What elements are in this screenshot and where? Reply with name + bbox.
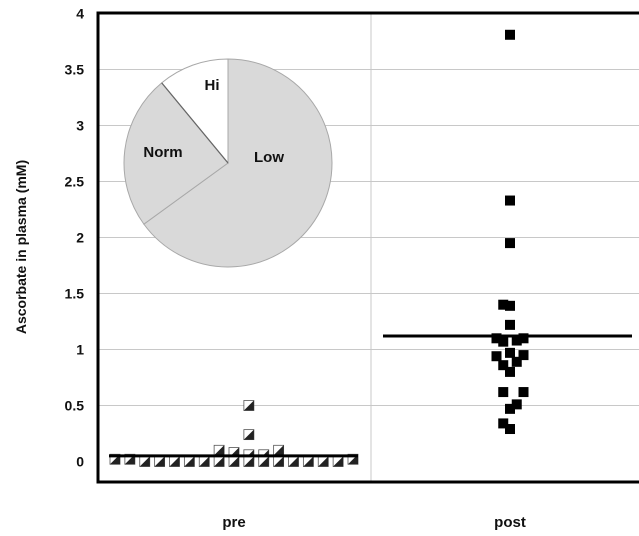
y-tick-label: 3.5	[65, 62, 85, 78]
data-point	[505, 403, 515, 414]
data-point	[198, 456, 210, 467]
data-point	[273, 456, 285, 467]
data-point	[498, 360, 509, 371]
x-category-label: post	[494, 514, 526, 531]
marker-fill	[333, 456, 344, 467]
marker-fill	[139, 456, 150, 467]
y-tick-label: 0.5	[65, 398, 85, 414]
data-point	[505, 347, 515, 358]
data-point	[498, 299, 509, 310]
data-point	[511, 335, 522, 346]
pie-label-norm: Norm	[143, 144, 182, 161]
y-axis-label: Ascorbate in plasma (mM)	[13, 160, 29, 334]
data-point	[183, 456, 195, 467]
y-tick-label: 1.5	[65, 286, 85, 302]
pie-slice-hi	[161, 58, 229, 165]
marker-fill	[214, 445, 225, 456]
data-point	[273, 444, 285, 456]
plot-frame	[96, 11, 639, 484]
y-tick-label: 3	[76, 118, 84, 134]
data-point	[505, 300, 515, 311]
data-point	[491, 333, 502, 344]
pie-slice-norm	[123, 82, 229, 225]
marker-fill	[318, 456, 329, 467]
data-point	[498, 418, 509, 429]
marker-fill	[169, 456, 180, 467]
data-point	[505, 424, 515, 435]
mean-lines	[109, 334, 632, 458]
data-point	[498, 336, 509, 347]
marker-fill	[258, 456, 269, 467]
x-axis-categories: pre post	[222, 514, 526, 531]
y-tick-label: 0	[76, 454, 84, 470]
data-point	[243, 400, 255, 411]
y-tick-label: 2	[76, 230, 84, 246]
data-point	[243, 456, 255, 467]
data-point	[518, 387, 529, 398]
marker-fill	[229, 456, 239, 467]
inset-pie-chart: Low Norm Hi	[123, 58, 333, 268]
data-point	[505, 195, 515, 206]
data-point	[302, 456, 314, 467]
marker-fill	[199, 456, 210, 467]
marker-fill	[303, 456, 314, 467]
data-point	[228, 456, 240, 467]
marker-fill	[273, 445, 284, 456]
data-point	[258, 456, 270, 467]
marker-fill	[154, 456, 165, 467]
data-point	[332, 456, 344, 467]
data-point	[498, 387, 509, 398]
data-point	[505, 29, 515, 40]
marker-fill	[273, 456, 284, 467]
pie-label-hi: Hi	[205, 77, 220, 94]
marker-fill	[184, 456, 195, 467]
pie-slice-low	[143, 58, 333, 268]
marker-fill	[243, 400, 254, 411]
y-tick-label: 4	[76, 6, 84, 22]
y-axis-ticks: 0 0.5 1 1.5 2 2.5 3 3.5 4	[65, 6, 85, 470]
marker-fill	[243, 456, 254, 467]
data-point	[317, 456, 329, 467]
data-point	[511, 399, 522, 410]
pie-label-low: Low	[254, 149, 284, 166]
data-point	[139, 456, 151, 467]
marker-fill	[243, 429, 254, 440]
data-point	[518, 333, 529, 344]
data-point	[518, 350, 529, 361]
data-point	[505, 238, 515, 249]
data-point	[505, 366, 515, 377]
data-point	[243, 429, 255, 441]
data-point	[169, 456, 180, 467]
data-point	[213, 444, 225, 456]
pie-edge	[161, 82, 229, 164]
marker-fill	[214, 456, 225, 467]
data-point	[213, 456, 225, 467]
data-point	[491, 351, 502, 362]
x-category-label: pre	[222, 514, 245, 531]
data-point	[511, 356, 522, 367]
data-point	[288, 456, 299, 467]
marker-fill	[288, 456, 299, 467]
data-point	[154, 456, 166, 467]
y-tick-label: 1	[76, 342, 84, 358]
y-tick-label: 2.5	[65, 174, 85, 190]
data-point	[505, 319, 515, 330]
